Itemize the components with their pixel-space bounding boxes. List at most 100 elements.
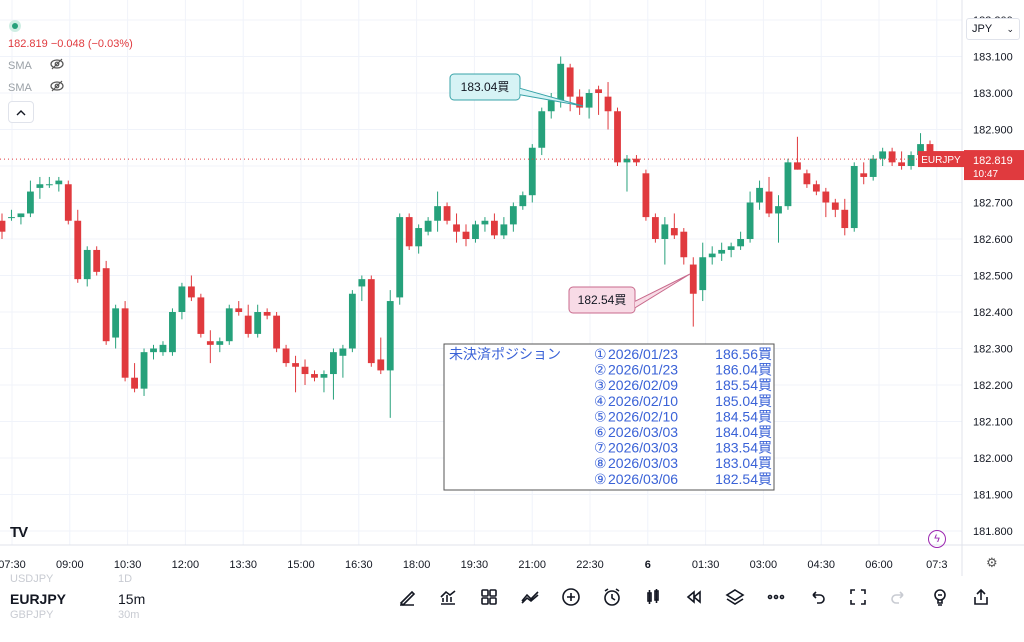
position-number: ④ bbox=[594, 393, 607, 409]
candle bbox=[708, 246, 716, 265]
candle bbox=[604, 82, 612, 130]
time-tick-label: 16:30 bbox=[345, 559, 373, 571]
candle-body bbox=[178, 286, 186, 312]
candle bbox=[756, 180, 763, 210]
position-row: ⑧ 2026/03/03 183.04買 bbox=[594, 455, 772, 471]
candles-icon[interactable] bbox=[632, 586, 673, 608]
ideas-icon[interactable] bbox=[919, 586, 960, 608]
candle bbox=[377, 337, 385, 375]
candle-body bbox=[83, 249, 91, 280]
currency-select[interactable]: JPY ⌄ bbox=[966, 18, 1020, 40]
price-callout[interactable]: 182.54買 bbox=[568, 273, 691, 314]
candle bbox=[311, 370, 318, 382]
candle bbox=[822, 187, 830, 218]
candle bbox=[860, 162, 868, 185]
redo-icon[interactable] bbox=[878, 586, 919, 608]
layers-icon[interactable] bbox=[714, 586, 755, 608]
candle bbox=[462, 224, 470, 247]
time-axis: 07:30 09:00 10:30 12:00 13:30 15:00 16:30 18:00… bbox=[0, 544, 1024, 571]
add-icon[interactable] bbox=[550, 586, 591, 608]
time-tick-label: 07:3 bbox=[926, 559, 947, 571]
time-tick-label: 07:30 bbox=[0, 559, 26, 571]
candle bbox=[396, 213, 404, 305]
position-price: 184.54買 bbox=[715, 408, 772, 424]
candle bbox=[699, 242, 707, 302]
eye-hidden-icon[interactable] bbox=[50, 80, 64, 95]
indicator-row-sma-2[interactable]: SMA bbox=[8, 80, 64, 95]
candle-body bbox=[17, 213, 25, 218]
templates-icon[interactable] bbox=[468, 586, 509, 608]
candle bbox=[301, 359, 309, 385]
undo-icon[interactable] bbox=[796, 586, 837, 608]
positions-note: 未決済ポジション ① 2026/01/23 186.56買 ② 2026/01/23 186… bbox=[443, 343, 775, 491]
candle bbox=[472, 220, 479, 243]
position-number: ⑨ bbox=[594, 471, 607, 487]
position-number: ⑤ bbox=[594, 408, 607, 424]
chevron-down-icon: ⌄ bbox=[1006, 23, 1014, 34]
candle bbox=[519, 191, 527, 210]
candle-body bbox=[0, 220, 6, 232]
callout-box bbox=[568, 286, 636, 314]
interval-picker[interactable]: 15m bbox=[118, 591, 146, 607]
position-row: ④ 2026/02/10 185.04買 bbox=[594, 393, 772, 409]
fullscreen-icon[interactable] bbox=[837, 586, 878, 608]
candle bbox=[55, 176, 63, 192]
candle-body bbox=[150, 348, 157, 353]
candle-body bbox=[746, 202, 754, 239]
candle-body bbox=[339, 348, 347, 356]
indicators-icon[interactable] bbox=[427, 586, 468, 608]
lightning-icon[interactable]: ϟ bbox=[928, 530, 946, 548]
candle-body bbox=[358, 279, 366, 287]
share-icon[interactable] bbox=[960, 586, 1001, 608]
chevron-up-icon bbox=[16, 109, 26, 115]
replay-icon[interactable] bbox=[673, 586, 714, 608]
candle-body bbox=[64, 184, 72, 221]
time-tick-label: 18:00 bbox=[403, 559, 431, 571]
position-price: 183.54買 bbox=[715, 440, 772, 456]
ghost-symbol: USDJPY bbox=[10, 573, 54, 585]
candle bbox=[803, 169, 811, 188]
candle-body bbox=[519, 195, 527, 207]
candle-body bbox=[850, 166, 858, 229]
compare-icon[interactable] bbox=[509, 586, 550, 608]
candle-body bbox=[348, 293, 356, 349]
gear-icon[interactable]: ⚙ bbox=[986, 555, 998, 570]
candle bbox=[83, 246, 91, 287]
eye-hidden-icon[interactable] bbox=[50, 58, 64, 73]
chart-canvas[interactable]: 183.200183.100183.000182.900182.800182.7… bbox=[0, 0, 1024, 576]
candle bbox=[633, 155, 640, 166]
price-callout[interactable]: 183.04買 bbox=[449, 73, 584, 107]
candle bbox=[131, 363, 138, 393]
pen-icon[interactable] bbox=[386, 586, 427, 608]
candle-body bbox=[311, 374, 318, 378]
symbol-picker[interactable]: EURJPY bbox=[10, 591, 67, 607]
current-price-tag: EURJPY 182.819 10:47 bbox=[0, 150, 1024, 181]
time-tick-label: 22:30 bbox=[576, 559, 604, 571]
time-tick-label: 03:00 bbox=[750, 559, 778, 571]
candle bbox=[765, 176, 773, 218]
candle-body bbox=[623, 158, 631, 163]
callout-pointer bbox=[634, 273, 691, 309]
time-tick-label: 15:00 bbox=[287, 559, 315, 571]
market-status-icon bbox=[9, 20, 21, 32]
position-number: ③ bbox=[594, 377, 607, 393]
note-box[interactable] bbox=[443, 343, 775, 491]
price-tick-label: 181.900 bbox=[973, 490, 1013, 502]
position-date: 2026/03/03 bbox=[608, 424, 678, 440]
candle bbox=[595, 85, 602, 115]
alert-icon[interactable] bbox=[591, 586, 632, 608]
candle bbox=[888, 147, 896, 166]
more-icon[interactable] bbox=[755, 586, 796, 608]
candle-body bbox=[566, 67, 574, 97]
candle-body bbox=[595, 89, 602, 93]
time-tick-label: 12:00 bbox=[172, 559, 200, 571]
collapse-legend-button[interactable] bbox=[8, 101, 34, 123]
ghost-interval: 30m bbox=[118, 609, 140, 621]
bar-countdown: 10:47 bbox=[973, 169, 998, 180]
candle-body bbox=[472, 224, 479, 239]
indicator-row-sma-1[interactable]: SMA bbox=[8, 58, 64, 73]
price-change: 182.819 −0.048 (−0.03%) bbox=[8, 38, 133, 50]
price-tick-label: 183.100 bbox=[973, 52, 1013, 64]
candle-body bbox=[159, 344, 167, 353]
candle bbox=[727, 242, 735, 258]
